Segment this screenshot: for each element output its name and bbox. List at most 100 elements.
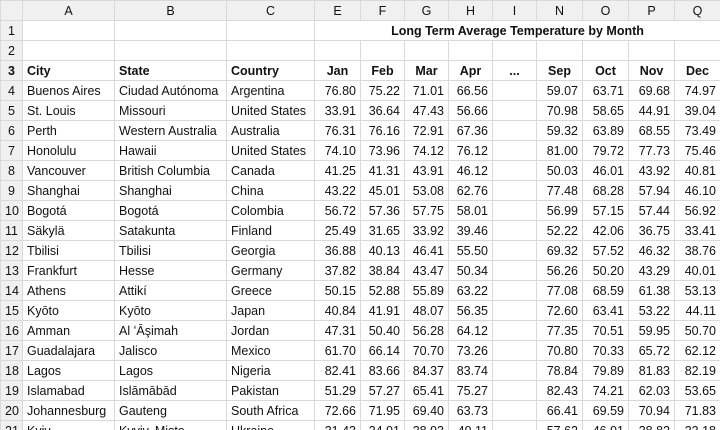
cell[interactable]: United States xyxy=(226,100,315,121)
header-cell[interactable]: State xyxy=(114,60,227,81)
cell[interactable]: 66.56 xyxy=(448,80,493,101)
cell[interactable]: 65.72 xyxy=(628,340,675,361)
cell[interactable]: 47.43 xyxy=(404,100,449,121)
cell[interactable]: 40.81 xyxy=(674,160,720,181)
column-header[interactable]: A xyxy=(22,0,115,21)
cell[interactable]: 52.22 xyxy=(536,220,583,241)
cell[interactable]: 62.12 xyxy=(674,340,720,361)
cell[interactable]: Buenos Aires xyxy=(22,80,115,101)
cell[interactable] xyxy=(492,340,537,361)
cell[interactable]: United States xyxy=(226,140,315,161)
cell[interactable]: 64.12 xyxy=(448,320,493,341)
cell[interactable]: 33.92 xyxy=(404,220,449,241)
cell[interactable]: 69.68 xyxy=(628,80,675,101)
cell[interactable]: Kyōto xyxy=(114,300,227,321)
cell[interactable]: 43.29 xyxy=(628,260,675,281)
cell[interactable]: 67.36 xyxy=(448,120,493,141)
cell[interactable]: 57.15 xyxy=(582,200,629,221)
cell[interactable]: 70.70 xyxy=(404,340,449,361)
cell[interactable]: 58.65 xyxy=(582,100,629,121)
cell[interactable]: 36.64 xyxy=(360,100,405,121)
cell[interactable]: 45.01 xyxy=(360,180,405,201)
cell[interactable]: 46.12 xyxy=(448,160,493,181)
cell[interactable]: Honolulu xyxy=(22,140,115,161)
column-header[interactable]: N xyxy=(536,0,583,21)
header-cell[interactable]: Feb xyxy=(360,60,405,81)
cell[interactable]: Shanghai xyxy=(22,180,115,201)
cell[interactable]: 70.51 xyxy=(582,320,629,341)
cell[interactable]: 34.91 xyxy=(360,420,405,430)
cell[interactable]: 39.46 xyxy=(448,220,493,241)
row-header[interactable]: 7 xyxy=(0,140,23,161)
cell[interactable]: 73.96 xyxy=(360,140,405,161)
cell[interactable] xyxy=(492,160,537,181)
cell[interactable]: 57.27 xyxy=(360,380,405,401)
cell[interactable]: 57.52 xyxy=(582,240,629,261)
header-cell[interactable]: Country xyxy=(226,60,315,81)
cell[interactable]: 41.25 xyxy=(314,160,361,181)
cell[interactable]: Tbilisi xyxy=(114,240,227,261)
row-header[interactable]: 6 xyxy=(0,120,23,141)
cell[interactable] xyxy=(492,40,537,61)
cell[interactable]: 38.82 xyxy=(628,420,675,430)
select-all-corner[interactable] xyxy=(0,0,23,21)
cell[interactable] xyxy=(536,40,583,61)
cell[interactable]: 55.50 xyxy=(448,240,493,261)
cell[interactable]: 70.33 xyxy=(582,340,629,361)
cell[interactable]: Nigeria xyxy=(226,360,315,381)
cell[interactable] xyxy=(226,20,315,41)
cell[interactable]: 68.59 xyxy=(582,280,629,301)
cell[interactable]: 33.41 xyxy=(674,220,720,241)
cell[interactable]: 53.13 xyxy=(674,280,720,301)
cell[interactable]: 46.32 xyxy=(628,240,675,261)
cell[interactable]: 65.41 xyxy=(404,380,449,401)
cell[interactable] xyxy=(492,180,537,201)
column-header[interactable]: H xyxy=(448,0,493,21)
cell[interactable]: 53.08 xyxy=(404,180,449,201)
cell[interactable]: 83.74 xyxy=(448,360,493,381)
cell[interactable]: 46.01 xyxy=(582,160,629,181)
column-header[interactable]: P xyxy=(628,0,675,21)
cell[interactable]: 76.80 xyxy=(314,80,361,101)
cell[interactable]: 59.32 xyxy=(536,120,583,141)
cell[interactable]: 62.76 xyxy=(448,180,493,201)
cell[interactable]: 33.91 xyxy=(314,100,361,121)
cell[interactable]: Missouri xyxy=(114,100,227,121)
cell[interactable]: 57.44 xyxy=(628,200,675,221)
cell[interactable]: 50.34 xyxy=(448,260,493,281)
cell[interactable]: 66.14 xyxy=(360,340,405,361)
cell[interactable]: 84.37 xyxy=(404,360,449,381)
cell[interactable]: 83.66 xyxy=(360,360,405,381)
row-header[interactable]: 9 xyxy=(0,180,23,201)
cell[interactable]: 41.31 xyxy=(360,160,405,181)
cell[interactable] xyxy=(492,140,537,161)
cell[interactable]: Al ʻĀşimah xyxy=(114,320,227,341)
cell[interactable]: Lagos xyxy=(22,360,115,381)
cell[interactable]: Athens xyxy=(22,280,115,301)
row-header[interactable]: 12 xyxy=(0,240,23,261)
header-cell[interactable]: Mar xyxy=(404,60,449,81)
cell[interactable]: Satakunta xyxy=(114,220,227,241)
cell[interactable]: Greece xyxy=(226,280,315,301)
cell[interactable]: 77.35 xyxy=(536,320,583,341)
cell[interactable]: 77.08 xyxy=(536,280,583,301)
cell[interactable]: 74.12 xyxy=(404,140,449,161)
cell[interactable]: 74.10 xyxy=(314,140,361,161)
cell[interactable]: Finland xyxy=(226,220,315,241)
cell[interactable] xyxy=(22,20,115,41)
cell[interactable] xyxy=(492,320,537,341)
cell[interactable] xyxy=(628,40,675,61)
cell[interactable]: Georgia xyxy=(226,240,315,261)
row-header[interactable]: 18 xyxy=(0,360,23,381)
column-header[interactable]: Q xyxy=(674,0,720,21)
cell[interactable]: 43.91 xyxy=(404,160,449,181)
column-header[interactable]: O xyxy=(582,0,629,21)
cell[interactable]: 63.71 xyxy=(582,80,629,101)
cell[interactable]: Perth xyxy=(22,120,115,141)
cell[interactable]: 50.70 xyxy=(674,320,720,341)
row-header[interactable]: 17 xyxy=(0,340,23,361)
cell[interactable]: 50.03 xyxy=(536,160,583,181)
cell[interactable]: 63.22 xyxy=(448,280,493,301)
cell[interactable] xyxy=(114,40,227,61)
cell[interactable]: 57.75 xyxy=(404,200,449,221)
